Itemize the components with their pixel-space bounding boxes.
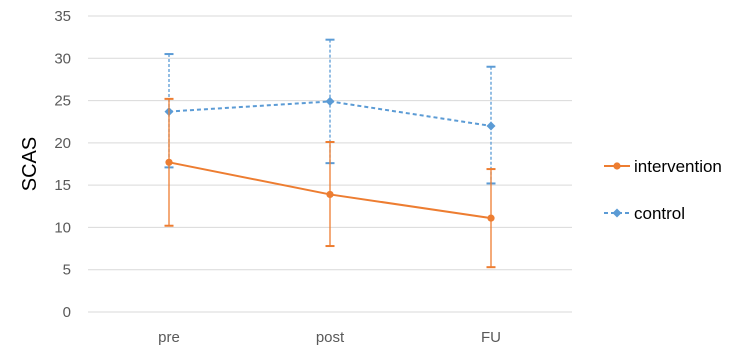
data-point-intervention-pre <box>165 158 173 166</box>
legend-item-intervention: intervention <box>604 157 722 176</box>
y-tick-label-35: 35 <box>54 8 71 25</box>
series-intervention <box>164 97 496 269</box>
legend-marker-control <box>612 208 622 218</box>
y-tick-label-10: 10 <box>54 219 71 236</box>
x-tick-label-post: post <box>316 329 345 346</box>
y-tick-label-5: 5 <box>63 262 71 279</box>
x-tick-label-FU: FU <box>481 329 501 346</box>
data-point-intervention-FU <box>487 214 495 222</box>
y-tick-label-20: 20 <box>54 135 71 152</box>
y-tick-label-0: 0 <box>63 304 71 321</box>
legend-label-control: control <box>634 204 685 223</box>
y-tick-label-30: 30 <box>54 50 71 67</box>
y-tick-labels: 0 5 10 15 20 25 30 35 <box>54 8 71 321</box>
data-point-control-post <box>325 96 335 106</box>
y-tick-label-25: 25 <box>54 93 71 110</box>
series-group <box>164 38 496 269</box>
x-tick-labels: pre post FU <box>158 329 501 346</box>
legend: intervention control <box>604 157 722 223</box>
y-axis-title: SCAS <box>19 137 41 191</box>
data-point-intervention-post <box>326 190 334 199</box>
legend-marker-intervention <box>613 162 621 170</box>
legend-item-control: control <box>604 204 685 223</box>
y-tick-label-15: 15 <box>54 177 71 194</box>
data-point-control-FU <box>486 121 496 131</box>
legend-label-intervention: intervention <box>634 157 722 176</box>
x-tick-label-pre: pre <box>158 329 180 346</box>
